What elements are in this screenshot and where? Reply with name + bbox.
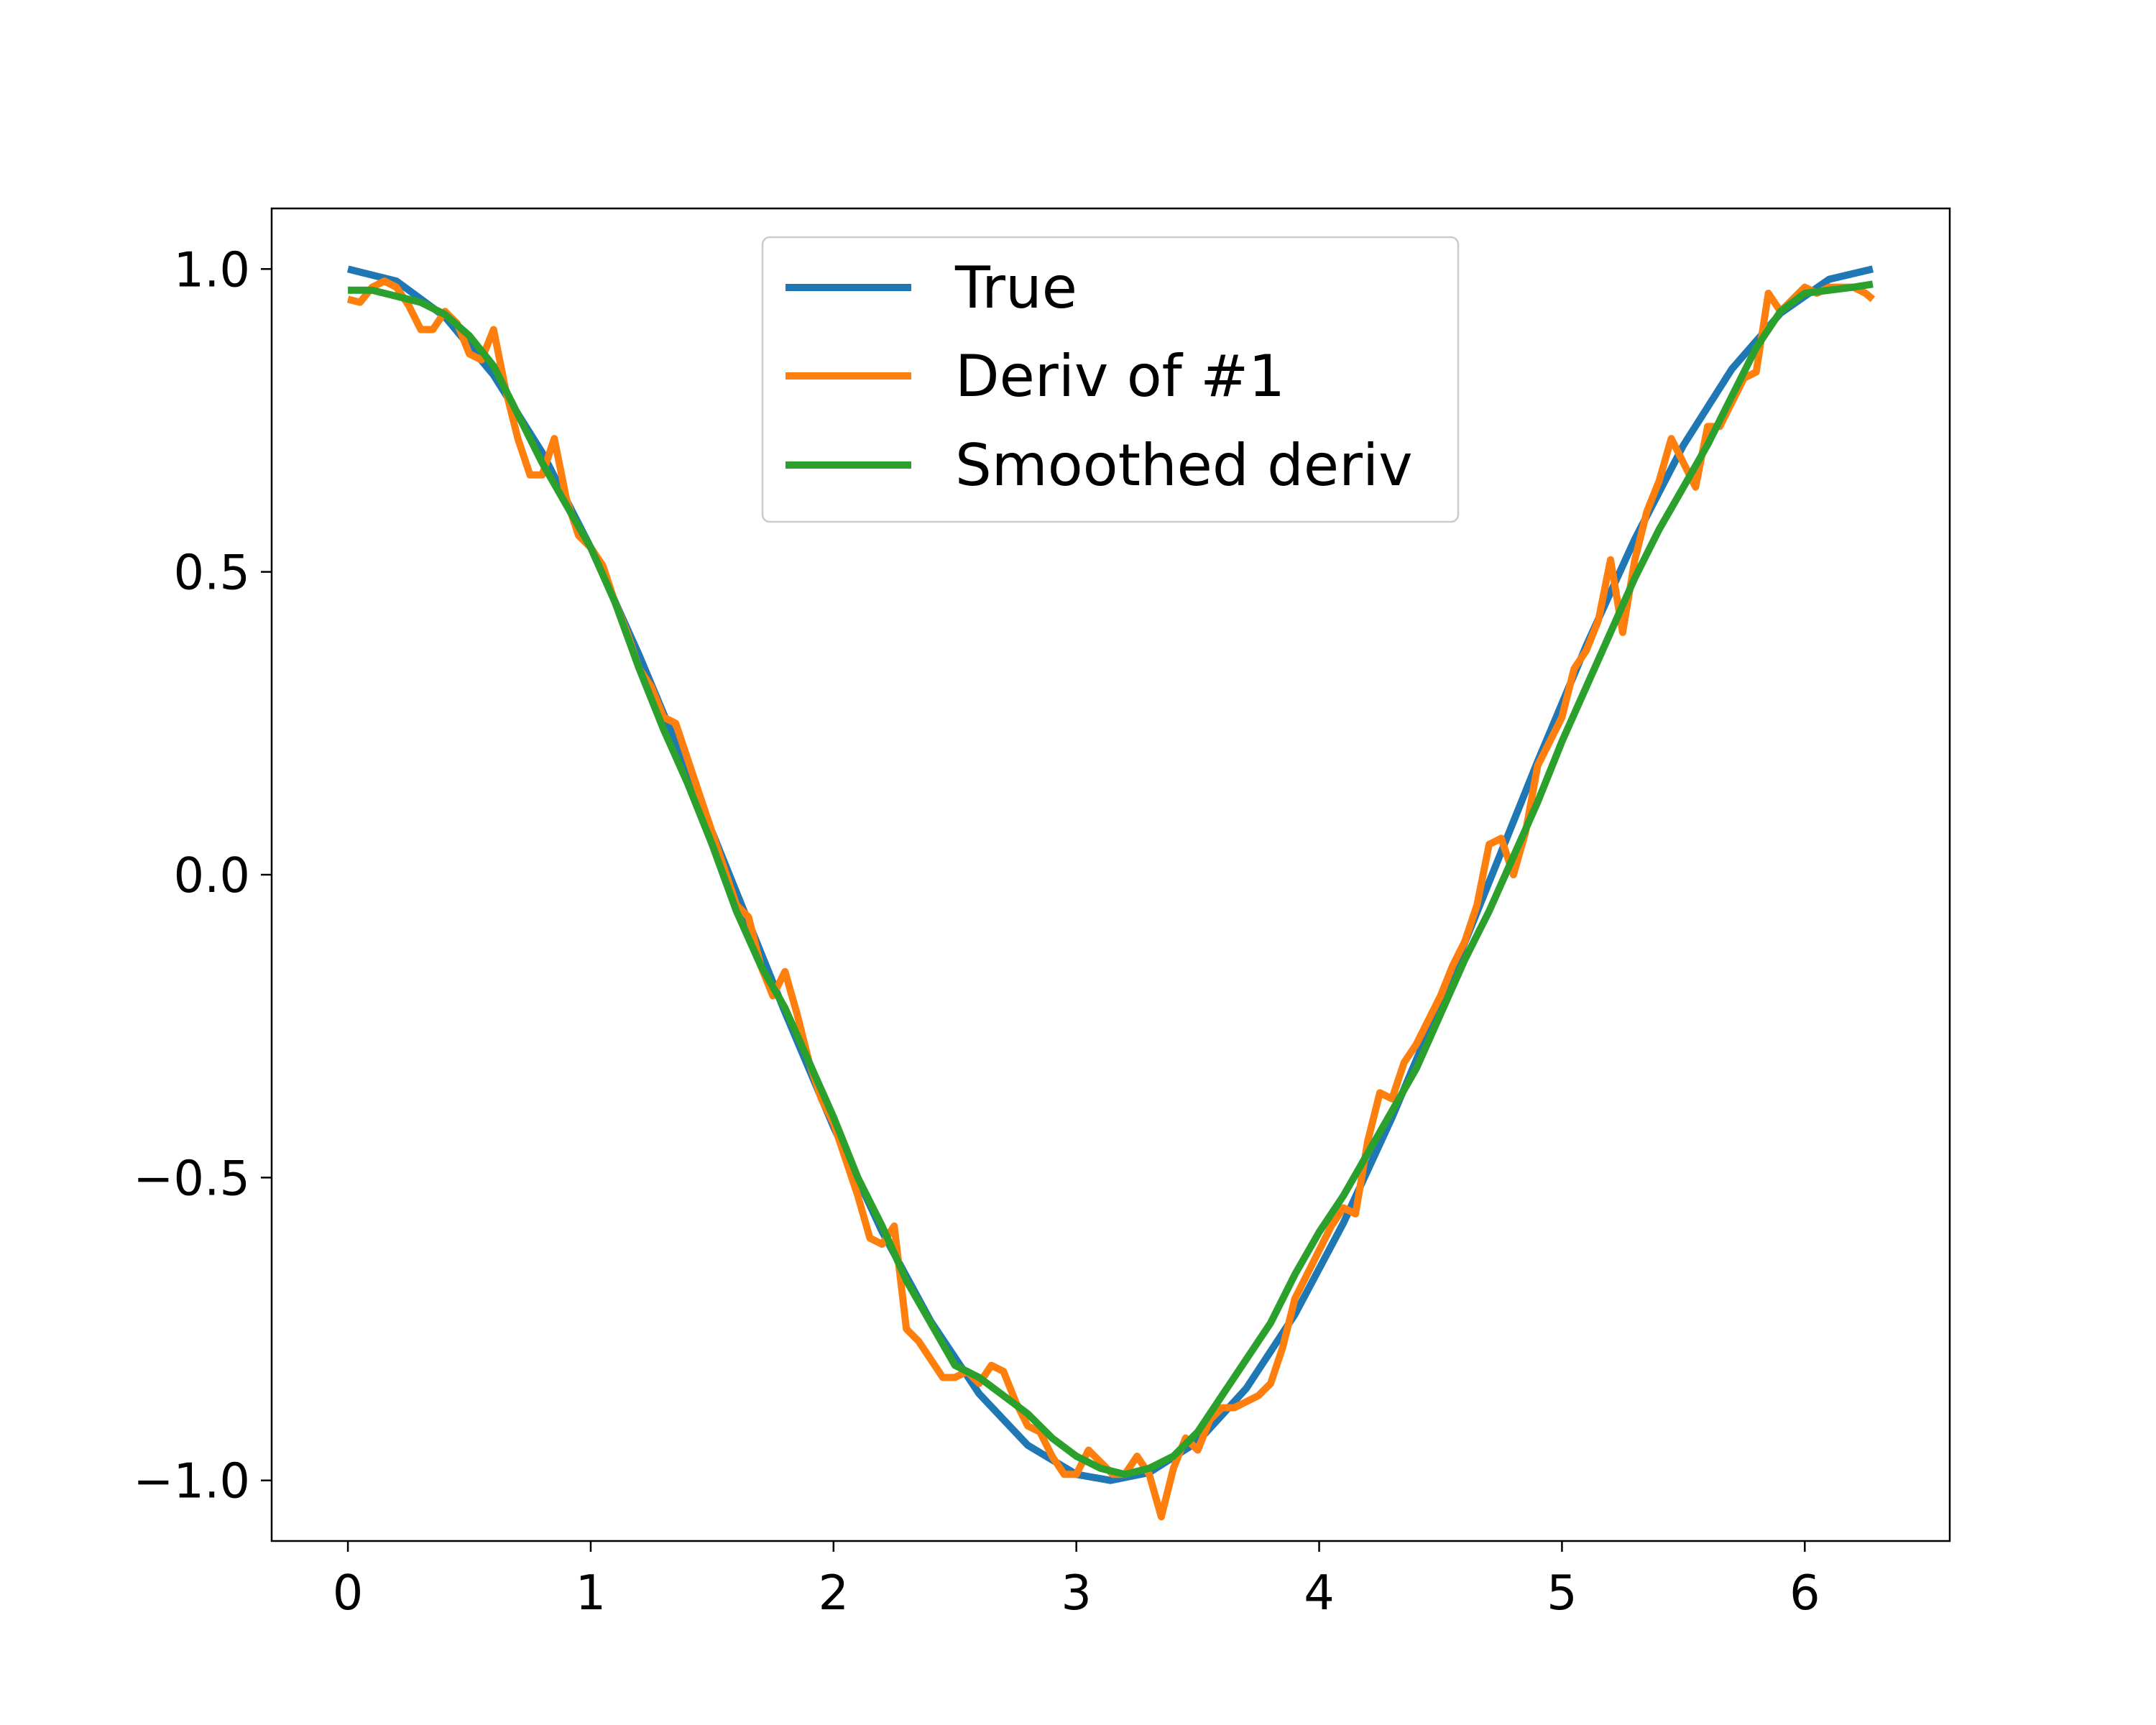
y-tick-label: 0.0 bbox=[173, 847, 250, 903]
series-line-smoothed-deriv bbox=[348, 280, 1874, 1478]
legend: True Deriv of #1 Smoothed deriv bbox=[761, 236, 1460, 523]
y-tick-label: 1.0 bbox=[173, 242, 250, 298]
legend-box bbox=[761, 236, 1460, 523]
x-tick-label: 0 bbox=[333, 1565, 364, 1621]
x-axis: 0 1 2 3 4 5 6 bbox=[333, 1541, 1820, 1621]
legend-label-deriv: Deriv of #1 bbox=[955, 343, 1285, 410]
y-tick-label: −1.0 bbox=[133, 1453, 250, 1509]
plot-area bbox=[346, 265, 1876, 1521]
x-tick-label: 6 bbox=[1789, 1565, 1820, 1621]
y-axis: 1.0 0.5 0.0 −0.5 −1.0 bbox=[133, 242, 272, 1509]
y-tick-label: 0.5 bbox=[173, 545, 250, 601]
x-tick-label: 5 bbox=[1547, 1565, 1577, 1621]
x-tick-label: 3 bbox=[1061, 1565, 1092, 1621]
legend-label-true: True bbox=[954, 254, 1077, 321]
y-tick-label: −0.5 bbox=[133, 1150, 250, 1206]
legend-label-smoothed: Smoothed deriv bbox=[955, 432, 1413, 499]
x-tick-label: 4 bbox=[1304, 1565, 1335, 1621]
x-tick-label: 1 bbox=[576, 1565, 607, 1621]
x-tick-label: 2 bbox=[819, 1565, 849, 1621]
